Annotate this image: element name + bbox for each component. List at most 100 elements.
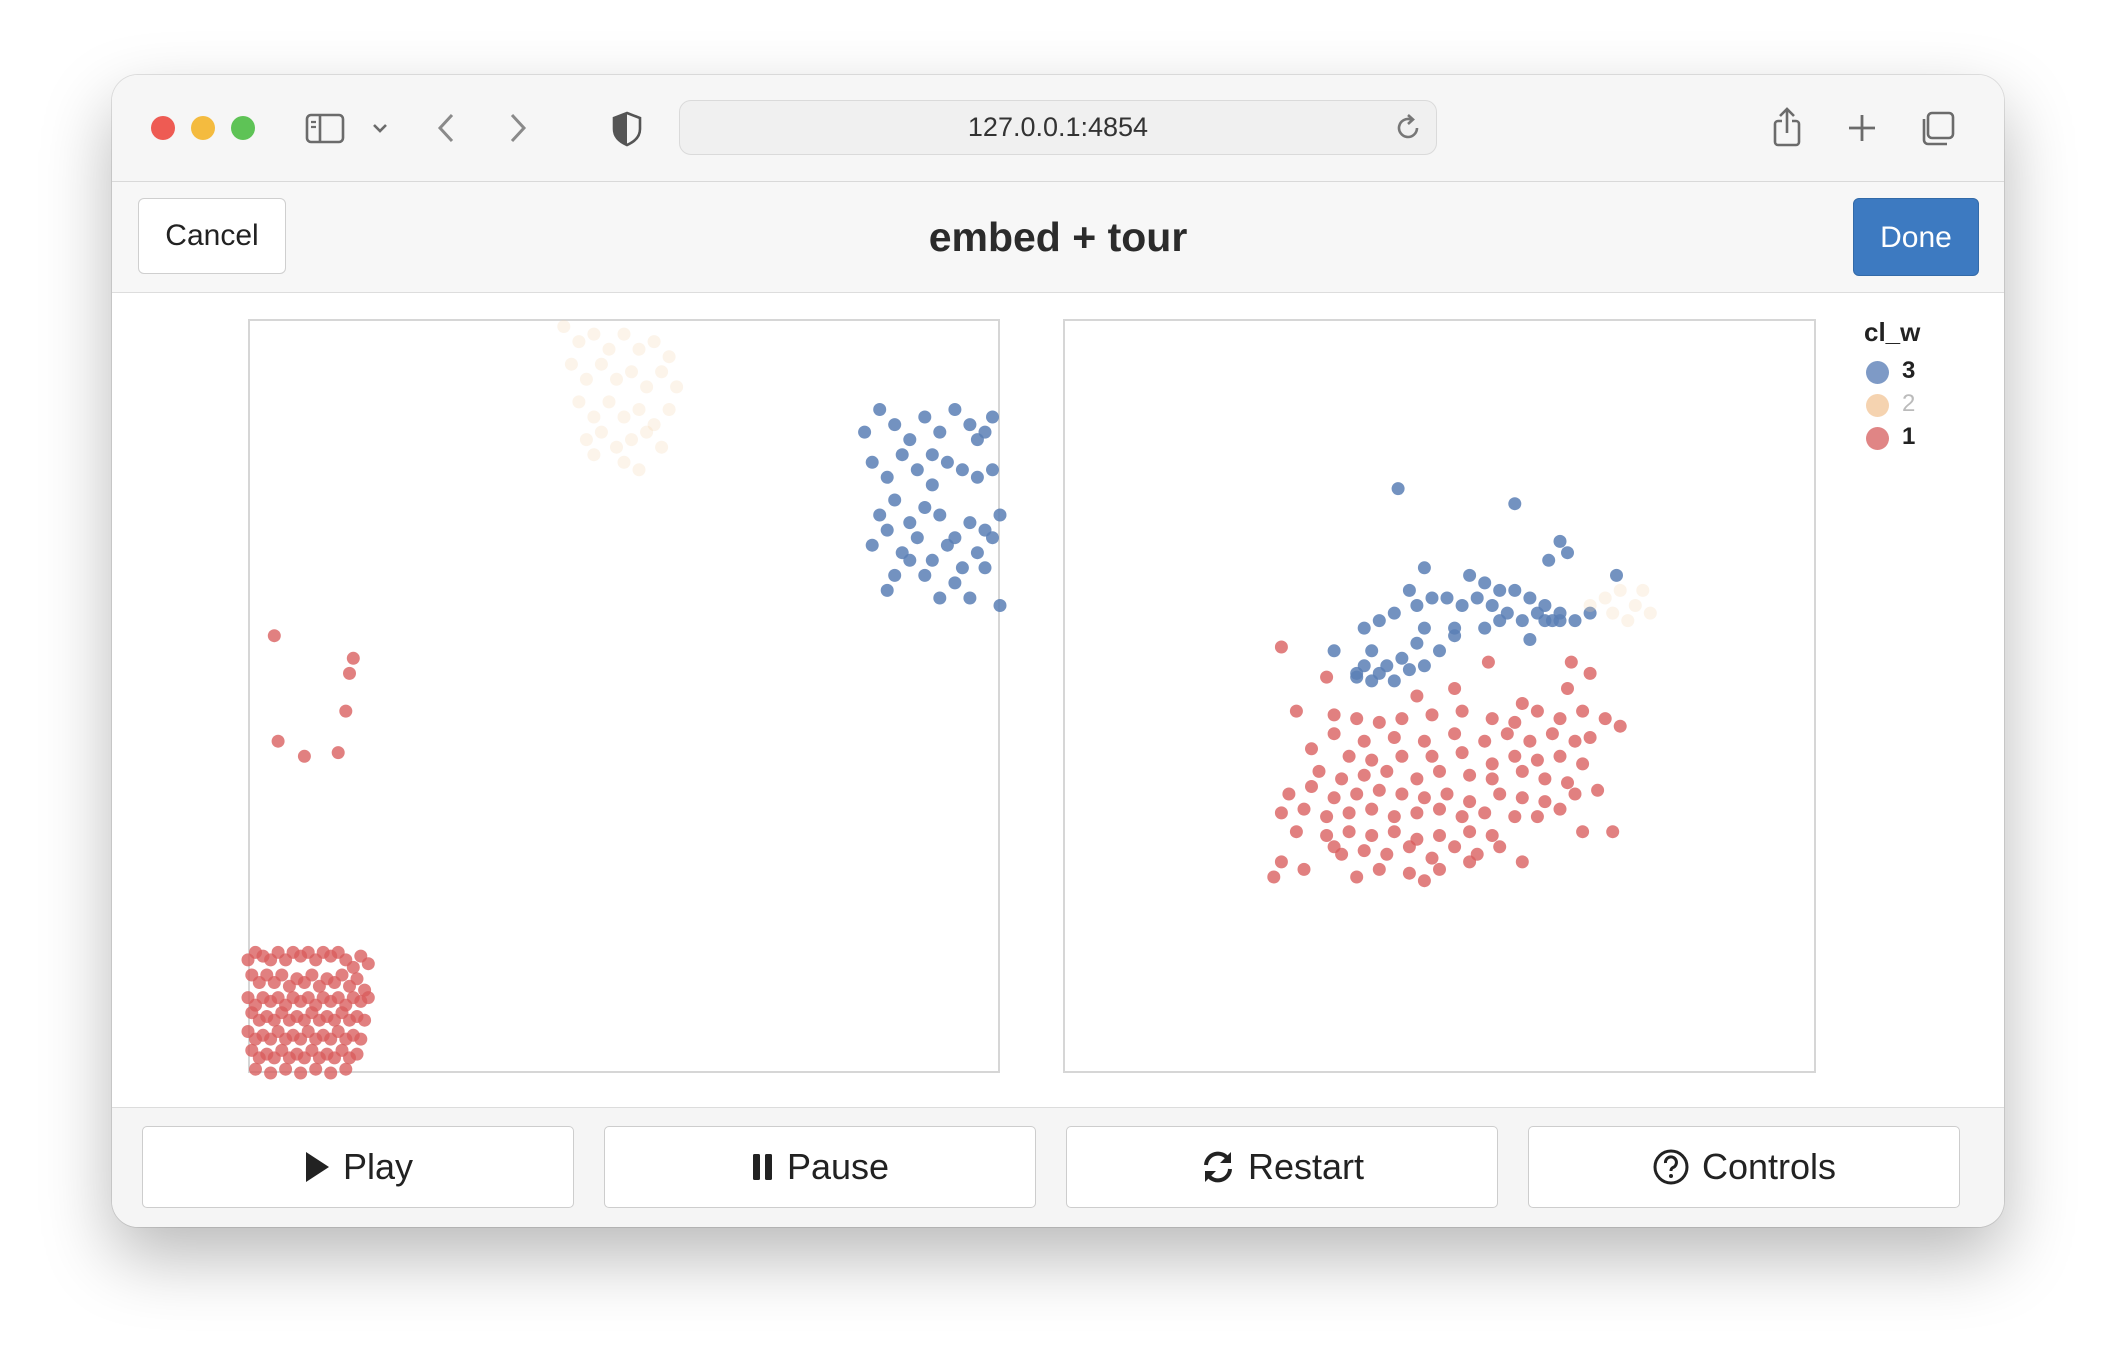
data-point-cluster-2[interactable] (617, 410, 631, 424)
reload-icon[interactable] (1392, 112, 1424, 149)
data-point-cluster-3[interactable] (1357, 621, 1371, 635)
data-point-cluster-3[interactable] (1508, 497, 1522, 511)
data-point-cluster-1[interactable] (1500, 727, 1514, 741)
data-point-cluster-3[interactable] (933, 425, 947, 439)
data-point-cluster-1[interactable] (1410, 806, 1424, 820)
data-point-cluster-3[interactable] (1493, 614, 1507, 628)
address-bar[interactable]: 127.0.0.1:4854 (679, 100, 1437, 155)
data-point-cluster-1[interactable] (1312, 764, 1326, 778)
data-point-cluster-2[interactable] (647, 335, 661, 349)
data-point-cluster-1[interactable] (1387, 825, 1401, 839)
data-point-cluster-2[interactable] (1621, 614, 1635, 628)
data-point-cluster-2[interactable] (1628, 599, 1642, 612)
data-point-cluster-1[interactable] (1538, 772, 1552, 786)
data-point-cluster-1[interactable] (361, 957, 375, 971)
data-point-cluster-3[interactable] (948, 403, 962, 416)
data-point-cluster-3[interactable] (880, 523, 894, 537)
data-point-cluster-1[interactable] (1425, 851, 1439, 865)
data-point-cluster-3[interactable] (1425, 591, 1439, 605)
data-point-cluster-1[interactable] (1402, 840, 1416, 854)
data-point-cluster-3[interactable] (1553, 534, 1567, 548)
data-point-cluster-1[interactable] (1395, 712, 1409, 726)
data-point-cluster-3[interactable] (978, 561, 992, 575)
data-point-cluster-3[interactable] (865, 538, 879, 552)
data-point-cluster-2[interactable] (1613, 583, 1627, 597)
data-point-cluster-1[interactable] (1561, 776, 1574, 790)
data-point-cluster-1[interactable] (1372, 862, 1386, 876)
data-point-cluster-3[interactable] (895, 448, 909, 462)
data-point-cluster-1[interactable] (309, 1062, 323, 1076)
data-point-cluster-3[interactable] (918, 410, 932, 424)
data-point-cluster-2[interactable] (579, 372, 593, 386)
data-point-cluster-3[interactable] (910, 463, 924, 477)
data-point-cluster-1[interactable] (1508, 715, 1522, 729)
data-point-cluster-3[interactable] (933, 591, 947, 605)
data-point-cluster-1[interactable] (1485, 829, 1499, 842)
data-point-cluster-1[interactable] (1576, 704, 1590, 718)
data-point-cluster-1[interactable] (1395, 787, 1409, 801)
data-point-cluster-1[interactable] (339, 1062, 353, 1076)
data-point-cluster-1[interactable] (1320, 829, 1334, 842)
data-point-cluster-1[interactable] (1515, 697, 1529, 710)
data-point-cluster-3[interactable] (1553, 614, 1567, 628)
data-point-cluster-1[interactable] (1448, 840, 1462, 854)
data-point-cluster-1[interactable] (1553, 712, 1567, 726)
close-window-button[interactable] (151, 116, 175, 140)
data-point-cluster-1[interactable] (1274, 640, 1288, 654)
data-point-cluster-1[interactable] (339, 704, 353, 718)
data-point-cluster-1[interactable] (1342, 825, 1356, 839)
data-point-cluster-3[interactable] (1542, 553, 1556, 567)
data-point-cluster-1[interactable] (1485, 712, 1499, 726)
data-point-cluster-2[interactable] (655, 365, 669, 379)
data-point-cluster-3[interactable] (1380, 659, 1394, 673)
data-point-cluster-1[interactable] (1365, 753, 1379, 767)
data-point-cluster-3[interactable] (1568, 614, 1582, 628)
data-point-cluster-3[interactable] (955, 561, 969, 575)
data-point-cluster-1[interactable] (1515, 855, 1529, 869)
data-point-cluster-3[interactable] (858, 425, 872, 439)
data-point-cluster-3[interactable] (1387, 674, 1401, 688)
data-point-cluster-3[interactable] (993, 508, 1007, 522)
data-point-cluster-1[interactable] (1410, 772, 1424, 786)
data-point-cluster-1[interactable] (1576, 757, 1590, 771)
data-point-cluster-1[interactable] (1553, 802, 1567, 816)
data-point-cluster-1[interactable] (350, 1047, 364, 1061)
data-point-cluster-3[interactable] (925, 448, 939, 462)
data-point-cluster-2[interactable] (655, 440, 669, 454)
data-point-cluster-3[interactable] (955, 463, 969, 477)
data-point-cluster-3[interactable] (1417, 621, 1431, 635)
data-point-cluster-2[interactable] (1583, 599, 1597, 612)
share-icon[interactable] (1769, 105, 1805, 151)
data-point-cluster-1[interactable] (1564, 655, 1578, 669)
data-point-cluster-1[interactable] (1433, 764, 1446, 778)
sidebar-toggle-icon[interactable] (305, 105, 345, 151)
play-button[interactable]: Play (142, 1126, 574, 1208)
data-point-cluster-1[interactable] (1463, 855, 1477, 869)
data-point-cluster-1[interactable] (1553, 749, 1567, 763)
data-point-cluster-1[interactable] (335, 968, 349, 982)
data-point-cluster-1[interactable] (279, 1062, 293, 1076)
tab-overview-icon[interactable] (1917, 105, 1957, 151)
data-point-cluster-1[interactable] (1380, 764, 1394, 778)
data-point-cluster-1[interactable] (1448, 682, 1462, 695)
data-point-cluster-3[interactable] (918, 568, 932, 582)
data-point-cluster-1[interactable] (1320, 670, 1334, 684)
data-point-cluster-1[interactable] (1433, 802, 1446, 816)
data-point-cluster-1[interactable] (1485, 772, 1499, 786)
data-point-cluster-2[interactable] (602, 395, 616, 409)
data-point-cluster-1[interactable] (1493, 787, 1507, 801)
data-point-cluster-1[interactable] (1297, 862, 1311, 876)
data-point-cluster-2[interactable] (1606, 606, 1620, 620)
data-point-cluster-1[interactable] (1478, 734, 1492, 748)
data-point-cluster-3[interactable] (1327, 644, 1341, 658)
data-point-cluster-1[interactable] (1350, 787, 1364, 801)
data-point-cluster-1[interactable] (1463, 825, 1477, 839)
data-point-cluster-3[interactable] (1463, 568, 1477, 582)
data-point-cluster-3[interactable] (1395, 651, 1409, 665)
data-point-cluster-3[interactable] (1365, 674, 1379, 688)
data-point-cluster-3[interactable] (925, 478, 939, 492)
embedding-scatter-plot[interactable] (241, 319, 1007, 1080)
data-point-cluster-1[interactable] (1425, 749, 1439, 763)
data-point-cluster-3[interactable] (1387, 606, 1401, 620)
data-point-cluster-2[interactable] (632, 463, 646, 477)
